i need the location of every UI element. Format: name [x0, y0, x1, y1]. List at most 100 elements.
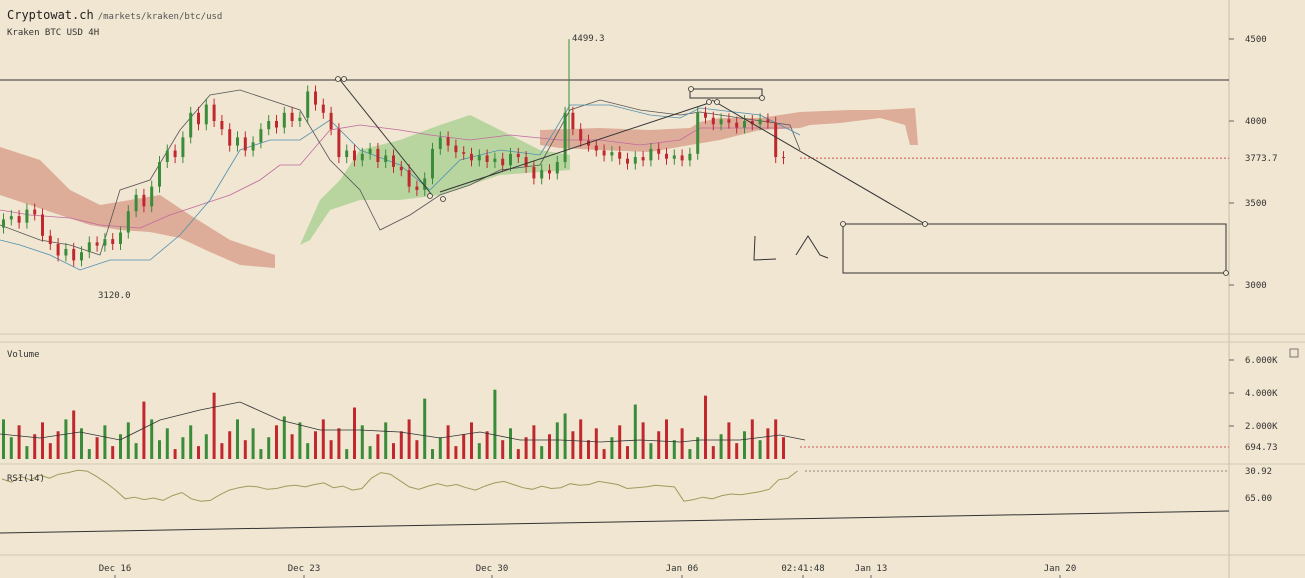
- volume-bar: [579, 419, 583, 459]
- ichimoku-cloud-bullish: [300, 115, 570, 245]
- candle-body: [532, 166, 536, 179]
- volume-bar: [314, 431, 317, 459]
- volume-bar: [774, 419, 778, 459]
- volume-bar: [17, 425, 21, 459]
- candle-body: [259, 129, 263, 143]
- low-annotation-label: 3120.0: [98, 291, 131, 301]
- candle-body: [345, 150, 349, 158]
- candle-body: [251, 142, 255, 151]
- candle-body: [243, 137, 247, 151]
- volume-bar: [524, 437, 528, 459]
- candle-body: [649, 148, 653, 161]
- candle-body: [290, 112, 294, 121]
- volume-bar: [462, 434, 466, 459]
- volume-bar: [142, 401, 146, 459]
- candle-body: [688, 153, 692, 161]
- candle-body: [462, 152, 466, 154]
- rsi-tick-label: 65.00: [1245, 494, 1272, 504]
- candle-body: [282, 112, 286, 128]
- candle-body: [275, 121, 278, 128]
- candle-body: [384, 155, 388, 162]
- volume-bar: [181, 437, 185, 459]
- candle-body: [540, 170, 544, 179]
- candle-body: [509, 153, 512, 166]
- volume-bar: [766, 428, 770, 459]
- volume-bar: [672, 440, 676, 459]
- handwriting-A: [795, 235, 829, 259]
- volume-bar: [633, 404, 637, 459]
- volume-bar: [626, 446, 629, 459]
- candle-body: [376, 148, 380, 162]
- candle-body: [337, 129, 341, 158]
- candle-body: [766, 119, 770, 123]
- candle-body: [470, 153, 473, 161]
- candle-body: [33, 209, 37, 215]
- trendline-up: [439, 101, 713, 193]
- volume-bar: [197, 446, 200, 459]
- volume-bar: [750, 419, 754, 459]
- candle-body: [602, 150, 606, 156]
- site-title[interactable]: Cryptowat.ch: [7, 8, 94, 22]
- candle-body: [750, 121, 754, 125]
- volume-bar: [228, 431, 232, 459]
- candle-body: [727, 119, 731, 123]
- volume-bar: [48, 443, 52, 459]
- kijun-line: [0, 124, 790, 229]
- volume-tick-label: 4.000K: [1245, 389, 1278, 399]
- candle-body: [2, 219, 5, 228]
- drawing-handle: [759, 95, 765, 101]
- volume-bar: [103, 425, 107, 459]
- x-axis-label: Jan 06: [666, 564, 699, 574]
- candle-body: [493, 158, 497, 162]
- candle-body: [485, 155, 489, 162]
- candle-body: [9, 216, 13, 220]
- volume-bar: [290, 434, 294, 459]
- volume-bar: [368, 446, 372, 459]
- candle-body: [134, 194, 138, 212]
- candle-body: [774, 122, 778, 158]
- volume-bar: [111, 446, 115, 459]
- volume-bar: [243, 440, 247, 459]
- volume-close-icon[interactable]: [1289, 348, 1299, 358]
- volume-bar: [618, 425, 622, 459]
- drawing-handle: [840, 221, 846, 227]
- candle-body: [48, 235, 52, 244]
- candle-body: [665, 153, 668, 159]
- volume-last-label: 694.73: [1245, 443, 1278, 453]
- volume-bar: [501, 440, 505, 459]
- volume-bar: [727, 422, 731, 459]
- candle-body: [735, 122, 739, 128]
- candle-body: [571, 112, 575, 130]
- volume-bar: [306, 443, 310, 459]
- candle-body: [477, 155, 481, 161]
- drawn-rectangle-target: [842, 223, 1227, 274]
- drawing-handle: [341, 76, 347, 82]
- candle-body: [719, 119, 723, 125]
- volume-bar: [25, 446, 29, 459]
- candle-body: [142, 194, 146, 207]
- x-axis-label: Dec 23: [288, 564, 321, 574]
- volume-bar: [119, 434, 122, 459]
- price-tick-label: 4000: [1245, 117, 1267, 127]
- candle-body: [119, 232, 122, 244]
- volume-bar: [563, 413, 567, 459]
- candle-body: [25, 209, 29, 223]
- candle-body: [173, 150, 177, 158]
- volume-bar: [376, 434, 380, 459]
- volume-bar: [95, 437, 99, 459]
- rsi-pane-title: RSI(14): [7, 474, 45, 484]
- market-path: /markets/kraken/btc/usd: [97, 12, 223, 22]
- volume-bar: [80, 428, 83, 459]
- volume-bar: [602, 449, 606, 459]
- x-axis-label: Jan 20: [1044, 564, 1077, 574]
- drawing-handle: [706, 99, 712, 105]
- candle-body: [743, 121, 746, 128]
- volume-pane-title: Volume: [7, 350, 40, 360]
- volume-bar: [680, 428, 684, 459]
- volume-bar: [2, 419, 5, 459]
- volume-bar: [236, 419, 239, 459]
- candle-body: [80, 252, 83, 261]
- volume-bar: [758, 440, 762, 459]
